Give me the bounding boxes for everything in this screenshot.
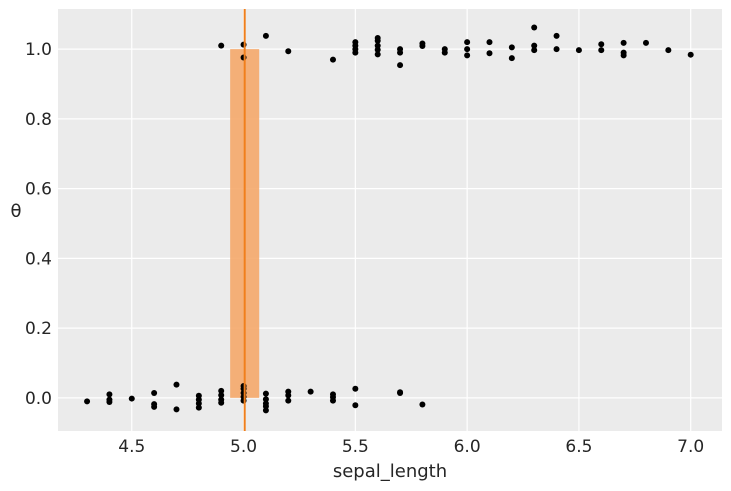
data-point xyxy=(262,407,269,414)
y-axis-ticks: 0.0 0.2 0.4 0.6 0.8 1.0 xyxy=(25,40,52,409)
data-point xyxy=(598,47,605,54)
data-point xyxy=(262,403,269,410)
data-point xyxy=(262,32,269,39)
data-point xyxy=(620,52,627,59)
data-point xyxy=(374,51,381,58)
y-tick-label: 0.4 xyxy=(25,249,52,269)
data-point xyxy=(352,49,359,56)
data-point xyxy=(486,39,493,46)
data-point xyxy=(553,46,560,53)
gridlines xyxy=(58,9,722,431)
data-point xyxy=(374,37,381,44)
data-point xyxy=(106,399,113,406)
data-point xyxy=(419,401,426,408)
y-tick-label: 0.2 xyxy=(25,319,52,339)
data-point xyxy=(84,398,91,405)
data-point xyxy=(218,42,225,49)
y-tick-label: 0.6 xyxy=(25,180,52,200)
data-point xyxy=(575,47,582,54)
data-point xyxy=(218,387,225,394)
x-tick-label: 5.0 xyxy=(230,437,257,457)
x-tick-label: 4.5 xyxy=(118,437,145,457)
data-point xyxy=(553,32,560,39)
data-point xyxy=(195,400,202,407)
data-point xyxy=(218,399,225,406)
data-point xyxy=(397,389,404,396)
data-point xyxy=(352,402,359,409)
data-point xyxy=(508,44,515,51)
x-tick-label: 7.0 xyxy=(677,437,704,457)
data-point xyxy=(687,51,694,58)
data-point xyxy=(508,55,515,62)
y-axis-label: θ xyxy=(10,201,21,222)
data-point xyxy=(151,403,158,410)
data-point xyxy=(464,46,471,53)
data-points xyxy=(84,24,694,414)
data-point xyxy=(486,50,493,57)
data-point xyxy=(374,46,381,53)
data-point xyxy=(397,49,404,56)
data-point xyxy=(374,42,381,49)
data-point xyxy=(262,396,269,403)
data-point xyxy=(106,391,113,398)
x-axis-ticks: 4.5 5.0 5.5 6.0 6.5 7.0 xyxy=(118,437,704,457)
data-point xyxy=(329,56,336,63)
y-tick-label: 0.0 xyxy=(25,389,52,409)
data-point xyxy=(262,390,269,397)
plot-area xyxy=(58,9,722,431)
data-point xyxy=(598,41,605,48)
data-point xyxy=(128,395,135,402)
data-point xyxy=(397,62,404,69)
data-point xyxy=(441,49,448,56)
data-point xyxy=(218,392,225,399)
x-tick-label: 6.5 xyxy=(565,437,592,457)
data-point xyxy=(285,397,292,404)
y-tick-label: 0.8 xyxy=(25,110,52,130)
data-point xyxy=(464,52,471,59)
data-point xyxy=(329,397,336,404)
data-point xyxy=(151,389,158,396)
data-point xyxy=(419,42,426,49)
data-point xyxy=(531,24,538,31)
y-tick-label: 1.0 xyxy=(25,40,52,60)
x-tick-label: 6.0 xyxy=(454,437,481,457)
data-point xyxy=(642,39,649,46)
data-point xyxy=(285,392,292,399)
data-point xyxy=(464,39,471,46)
data-point xyxy=(173,381,180,388)
data-point xyxy=(195,404,202,411)
data-point xyxy=(531,47,538,54)
x-tick-label: 5.5 xyxy=(342,437,369,457)
data-point xyxy=(285,48,292,55)
data-point xyxy=(531,42,538,49)
data-point xyxy=(620,39,627,46)
x-axis-label: sepal_length xyxy=(333,461,447,482)
data-point xyxy=(173,406,180,413)
data-point xyxy=(665,47,672,54)
data-point xyxy=(307,388,314,395)
data-point xyxy=(352,385,359,392)
